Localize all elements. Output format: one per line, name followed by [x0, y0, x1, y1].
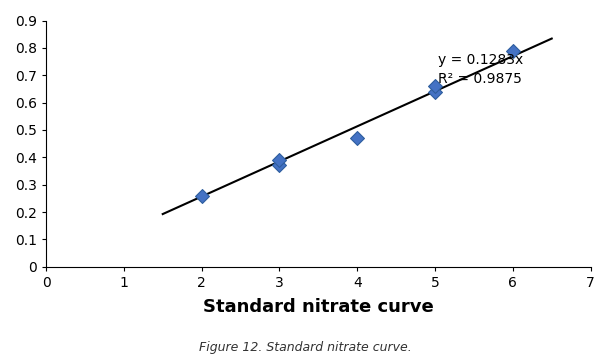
Point [274, 163, 284, 168]
Point [274, 157, 284, 163]
Point [353, 135, 362, 141]
Point [430, 83, 440, 89]
X-axis label: Standard nitrate curve: Standard nitrate curve [203, 298, 434, 316]
Point [430, 89, 440, 94]
Text: y = 0.1283x
R² = 0.9875: y = 0.1283x R² = 0.9875 [438, 52, 523, 86]
Point [508, 48, 518, 53]
Text: Figure 12. Standard nitrate curve.: Figure 12. Standard nitrate curve. [199, 341, 411, 354]
Point [197, 193, 207, 198]
